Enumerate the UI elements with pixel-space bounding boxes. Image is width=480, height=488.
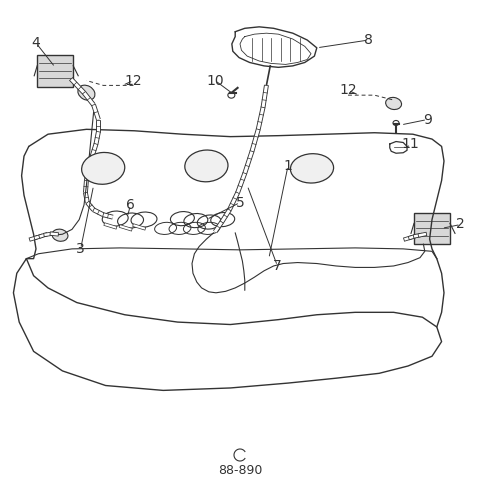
Text: 5: 5: [236, 196, 244, 209]
Ellipse shape: [82, 152, 125, 184]
Ellipse shape: [290, 154, 334, 183]
Text: 88-890: 88-890: [218, 464, 262, 476]
Text: 3: 3: [76, 242, 85, 256]
Ellipse shape: [78, 85, 95, 100]
Text: 2: 2: [456, 218, 465, 231]
Text: 12: 12: [339, 83, 357, 97]
Bar: [37, 55, 73, 87]
Ellipse shape: [52, 229, 68, 241]
Text: 9: 9: [423, 113, 432, 126]
Ellipse shape: [385, 98, 402, 109]
Text: 1: 1: [284, 159, 292, 173]
Text: 8: 8: [364, 33, 373, 47]
Text: 4: 4: [32, 36, 40, 50]
Text: 10: 10: [206, 74, 224, 87]
Text: 6: 6: [126, 198, 135, 212]
Text: 11: 11: [402, 137, 419, 151]
Ellipse shape: [185, 150, 228, 182]
Bar: [414, 213, 450, 244]
Text: 7: 7: [273, 259, 282, 273]
Text: 12: 12: [125, 74, 142, 87]
